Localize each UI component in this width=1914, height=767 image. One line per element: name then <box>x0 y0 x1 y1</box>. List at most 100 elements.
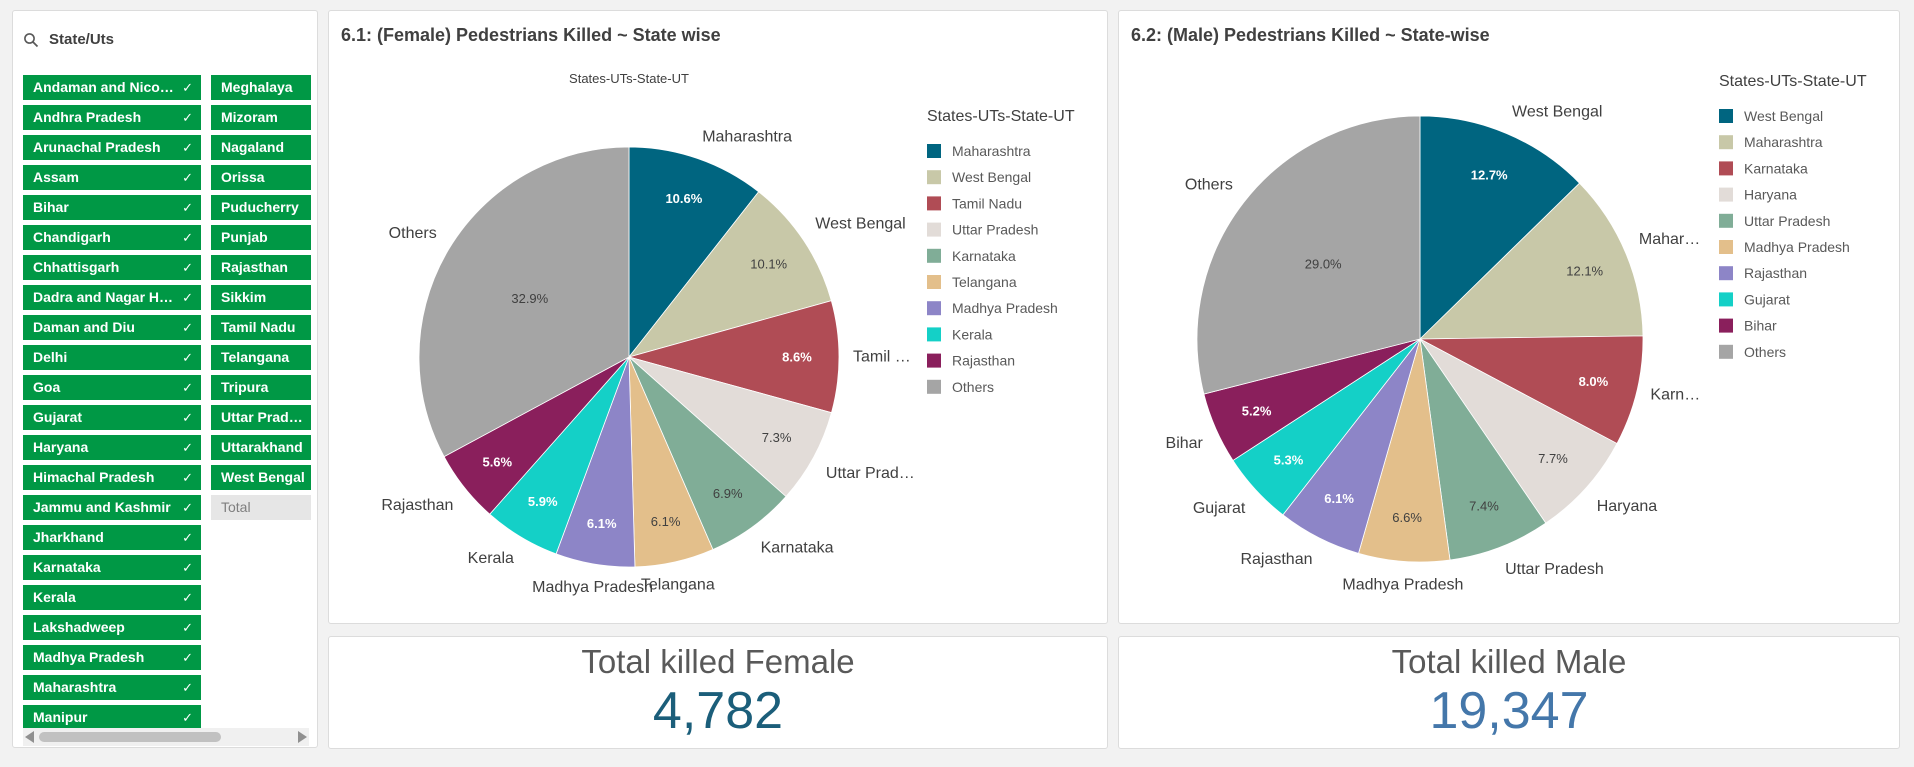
legend-label[interactable]: Tamil Nadu <box>952 195 1022 211</box>
legend-label[interactable]: Others <box>952 379 994 395</box>
pie-slice[interactable] <box>1196 115 1421 395</box>
filter-item[interactable]: West Bengal <box>211 465 311 490</box>
legend-label[interactable]: West Bengal <box>952 169 1031 185</box>
chart-subtitle: States-UTs-State-UT <box>569 71 689 86</box>
legend-label[interactable]: Telangana <box>952 274 1017 290</box>
kpi-value: 19,347 <box>1429 682 1589 740</box>
filter-item[interactable]: Uttarakhand <box>211 435 311 460</box>
filter-item-label: Daman and Diu <box>33 319 135 335</box>
kpi-label: Total killed Female <box>581 643 855 680</box>
checkmark-icon: ✓ <box>182 290 193 305</box>
checkmark-icon: ✓ <box>182 170 193 185</box>
filter-item[interactable]: Telangana <box>211 345 311 370</box>
filter-item[interactable]: Jammu and Kashmir ✓ <box>23 495 201 520</box>
filter-item[interactable]: Gujarat ✓ <box>23 405 201 430</box>
slice-value-label: 5.9% <box>528 494 558 509</box>
scroll-left-arrow-icon[interactable] <box>25 731 34 743</box>
filter-item[interactable]: Chandigarh ✓ <box>23 225 201 250</box>
legend-label[interactable]: Karnataka <box>1744 160 1808 176</box>
pie-slice[interactable] <box>1419 115 1581 340</box>
legend-label[interactable]: Uttar Pradesh <box>1744 213 1830 229</box>
checkmark-icon: ✓ <box>182 320 193 335</box>
checkmark-icon: ✓ <box>182 110 193 125</box>
filter-item[interactable]: Karnataka ✓ <box>23 555 201 580</box>
pie-slice[interactable] <box>1419 182 1644 340</box>
filter-item[interactable]: Haryana ✓ <box>23 435 201 460</box>
legend-label[interactable]: Others <box>1744 344 1786 360</box>
horizontal-scrollbar[interactable] <box>23 728 309 746</box>
filter-item[interactable]: Uttar Pradesh <box>211 405 311 430</box>
checkmark-icon: ✓ <box>182 350 193 365</box>
legend-label[interactable]: Gujarat <box>1744 291 1790 307</box>
slice-outer-label: Haryana <box>1597 498 1658 515</box>
legend-swatch <box>927 222 941 237</box>
scroll-thumb[interactable] <box>39 732 221 742</box>
filter-item[interactable]: Himachal Pradesh ✓ <box>23 465 201 490</box>
legend-label[interactable]: Haryana <box>1744 187 1797 203</box>
slice-value-label: 12.1% <box>1566 264 1603 279</box>
legend-swatch <box>1719 240 1733 254</box>
legend-label[interactable]: West Bengal <box>1744 108 1823 124</box>
filter-item[interactable]: Andaman and Nicobar Islands✓ <box>23 75 201 100</box>
filter-item[interactable]: Kerala ✓ <box>23 585 201 610</box>
legend-label[interactable]: Madhya Pradesh <box>1744 239 1850 255</box>
filter-item[interactable]: Goa ✓ <box>23 375 201 400</box>
legend-label[interactable]: Bihar <box>1744 318 1777 334</box>
filter-item[interactable]: Manipur ✓ <box>23 705 201 730</box>
pie-slice[interactable] <box>628 146 760 359</box>
legend-label[interactable]: Kerala <box>952 326 993 342</box>
pie-slice[interactable] <box>627 300 840 414</box>
filter-item[interactable]: Daman and Diu ✓ <box>23 315 201 340</box>
legend-label[interactable]: Maharashtra <box>952 143 1031 159</box>
legend-label[interactable]: Uttar Pradesh <box>952 222 1038 238</box>
legend-label[interactable]: Rajasthan <box>952 353 1015 369</box>
scroll-right-arrow-icon[interactable] <box>298 731 307 743</box>
checkmark-icon: ✓ <box>182 410 193 425</box>
filter-item[interactable]: Madhya Pradesh ✓ <box>23 645 201 670</box>
filter-item[interactable]: Nagaland <box>211 135 311 160</box>
legend-label[interactable]: Karnataka <box>952 248 1016 264</box>
filter-item[interactable]: Assam ✓ <box>23 165 201 190</box>
legend-swatch <box>1719 213 1733 228</box>
filter-item[interactable]: Punjab <box>211 225 311 250</box>
legend-swatch <box>927 196 941 211</box>
filter-item-label: Madhya Pradesh <box>33 649 145 665</box>
filter-item[interactable]: Orissa <box>211 165 311 190</box>
filter-item[interactable]: Rajasthan <box>211 255 311 280</box>
checkmark-icon: ✓ <box>182 230 193 245</box>
filter-item-label: Lakshadweep <box>33 619 125 635</box>
filter-item[interactable]: Maharashtra ✓ <box>23 675 201 700</box>
filter-item[interactable]: Tamil Nadu <box>211 315 311 340</box>
filter-item-label: Orissa <box>221 169 265 185</box>
legend-label[interactable]: Madhya Pradesh <box>952 300 1058 316</box>
pie-slice[interactable] <box>627 191 832 358</box>
filter-item[interactable]: Meghalaya <box>211 75 311 100</box>
filter-item[interactable]: Delhi ✓ <box>23 345 201 370</box>
filter-item[interactable]: Andhra Pradesh ✓ <box>23 105 201 130</box>
filter-item[interactable]: Lakshadweep ✓ <box>23 615 201 640</box>
pie-slice[interactable] <box>1419 338 1547 561</box>
filter-item-label: West Bengal <box>221 469 305 485</box>
search-icon[interactable] <box>23 32 39 48</box>
filter-item[interactable]: Sikkim <box>211 285 311 310</box>
filter-item[interactable]: Puducherry <box>211 195 311 220</box>
filter-item[interactable]: Jharkhand ✓ <box>23 525 201 550</box>
filter-item-label: Karnataka <box>33 559 101 575</box>
legend-label[interactable]: Rajasthan <box>1744 265 1807 281</box>
filter-item[interactable]: Chhattisgarh ✓ <box>23 255 201 280</box>
filter-item[interactable]: Tripura <box>211 375 311 400</box>
filter-item[interactable]: Mizoram <box>211 105 311 130</box>
filter-item[interactable]: Bihar ✓ <box>23 195 201 220</box>
filter-item-label: Punjab <box>221 229 268 245</box>
pie-slice[interactable] <box>1419 338 1618 524</box>
pie-slice[interactable] <box>418 146 630 458</box>
pie-slice[interactable] <box>1419 335 1644 445</box>
filter-item-label: Maharashtra <box>33 679 117 695</box>
filter-item[interactable]: Dadra and Nagar Haveli ✓ <box>23 285 201 310</box>
filter-item[interactable]: Total <box>211 495 311 520</box>
checkmark-icon: ✓ <box>182 560 193 575</box>
slice-value-label: 6.1% <box>651 514 681 529</box>
legend-label[interactable]: Maharashtra <box>1744 134 1823 150</box>
legend-swatch <box>1719 161 1733 176</box>
filter-item[interactable]: Arunachal Pradesh ✓ <box>23 135 201 160</box>
